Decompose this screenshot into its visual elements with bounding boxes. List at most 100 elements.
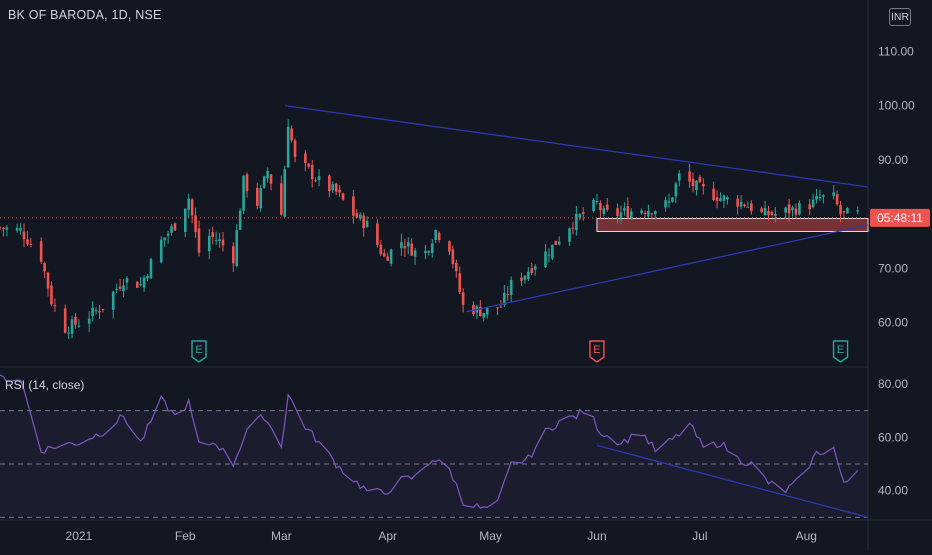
symbol-title[interactable]: BK OF BARODA, 1D, NSE [8, 8, 162, 22]
candle-body [194, 215, 197, 232]
candle-body [671, 197, 674, 202]
price-tick-label: 100.00 [878, 99, 915, 113]
candle-body [362, 215, 365, 229]
candle-body [520, 277, 523, 281]
candle-body [678, 173, 681, 181]
candle-body [523, 275, 527, 280]
candle-body [146, 275, 149, 279]
time-tick-label: Jun [587, 529, 606, 543]
candle-body [472, 304, 475, 315]
candle-body [259, 188, 263, 209]
candle-body [602, 208, 606, 214]
candle-body [458, 273, 462, 292]
candle-body [2, 227, 5, 229]
candle-body [63, 308, 67, 333]
candle-body [221, 239, 225, 246]
earnings-marker-shape [191, 340, 207, 363]
candle-body [533, 266, 537, 270]
candle-body [715, 197, 719, 202]
candle-body [74, 316, 77, 325]
candle-body [568, 228, 571, 242]
candle-body [434, 230, 438, 241]
candle-body [695, 180, 698, 190]
earnings-marker-label: E [593, 344, 600, 356]
candle-body [207, 235, 211, 252]
candle-body [26, 239, 29, 245]
earnings-marker-shape [589, 340, 605, 363]
candle-body [575, 213, 578, 230]
candle-body [509, 279, 513, 296]
candle-body [77, 325, 81, 327]
candle-body [190, 199, 194, 216]
currency-button[interactable]: INR [889, 8, 911, 26]
candle-body [787, 204, 791, 214]
candle-body [640, 210, 643, 214]
last-price-badge-bg [870, 208, 930, 227]
candle-body [839, 205, 842, 215]
candle-body [605, 204, 609, 210]
earnings-marker-icon[interactable]: E [832, 340, 849, 363]
candle-body [527, 271, 530, 279]
earnings-marker-icon[interactable]: E [589, 340, 605, 363]
candle-body [554, 240, 558, 246]
candle-body [544, 251, 547, 268]
candle-body [592, 199, 595, 212]
candle-body [581, 212, 585, 215]
candle-body [262, 176, 266, 188]
candle-body [736, 198, 739, 207]
candle-body [94, 310, 98, 312]
last-price-badge-text: 05:48:11 [877, 211, 923, 225]
candle-body [413, 250, 417, 257]
candle-body [650, 213, 654, 215]
candle-body [437, 232, 441, 240]
candle-body [623, 208, 626, 211]
candle-body [331, 184, 335, 191]
candle-body [430, 243, 434, 254]
rsi-indicator-title[interactable]: RSI (14, close) [5, 378, 85, 392]
candle-body [794, 208, 798, 215]
candle-body [379, 244, 383, 255]
candle-body [293, 140, 297, 157]
candle-body [389, 249, 393, 264]
candle-body [760, 208, 763, 213]
time-tick-label: Feb [175, 529, 196, 543]
candle-body [403, 245, 407, 249]
candle-body [616, 208, 619, 217]
candle-body [691, 178, 695, 187]
candle-body [310, 165, 314, 180]
rsi-tick-label: 60.00 [878, 430, 908, 444]
earnings-marker-icon[interactable]: E [191, 340, 207, 363]
time-tick-label: Apr [378, 529, 397, 543]
candle-body [743, 204, 746, 206]
candle-body [328, 175, 331, 191]
candle-body [39, 241, 43, 262]
candle-body [774, 213, 777, 216]
candle-body [19, 228, 22, 231]
rsi-tick-label: 40.00 [878, 484, 908, 498]
candle-body [98, 311, 101, 313]
candle-body [846, 207, 849, 214]
candle-body [815, 195, 818, 200]
candle-body [269, 174, 273, 184]
candle-body [91, 307, 94, 316]
price-tick-label: 90.00 [878, 153, 908, 167]
candle-body [149, 259, 153, 279]
time-tick-label: Jul [692, 529, 707, 543]
candle-body [135, 281, 139, 288]
candle-body [111, 291, 115, 310]
candle-body [750, 203, 753, 212]
candle-body [365, 220, 369, 228]
candle-body [811, 199, 815, 208]
candle-body [835, 194, 839, 205]
candle-body [280, 183, 283, 215]
candle-body [547, 254, 551, 256]
candle-body [125, 278, 129, 283]
candle-body [822, 195, 825, 197]
candle-body [667, 201, 671, 203]
support-zone [596, 217, 869, 232]
earnings-marker-label: E [837, 344, 844, 356]
time-tick-label: Mar [271, 529, 292, 543]
time-tick-label: 2021 [66, 529, 93, 543]
rsi-line [0, 374, 859, 509]
